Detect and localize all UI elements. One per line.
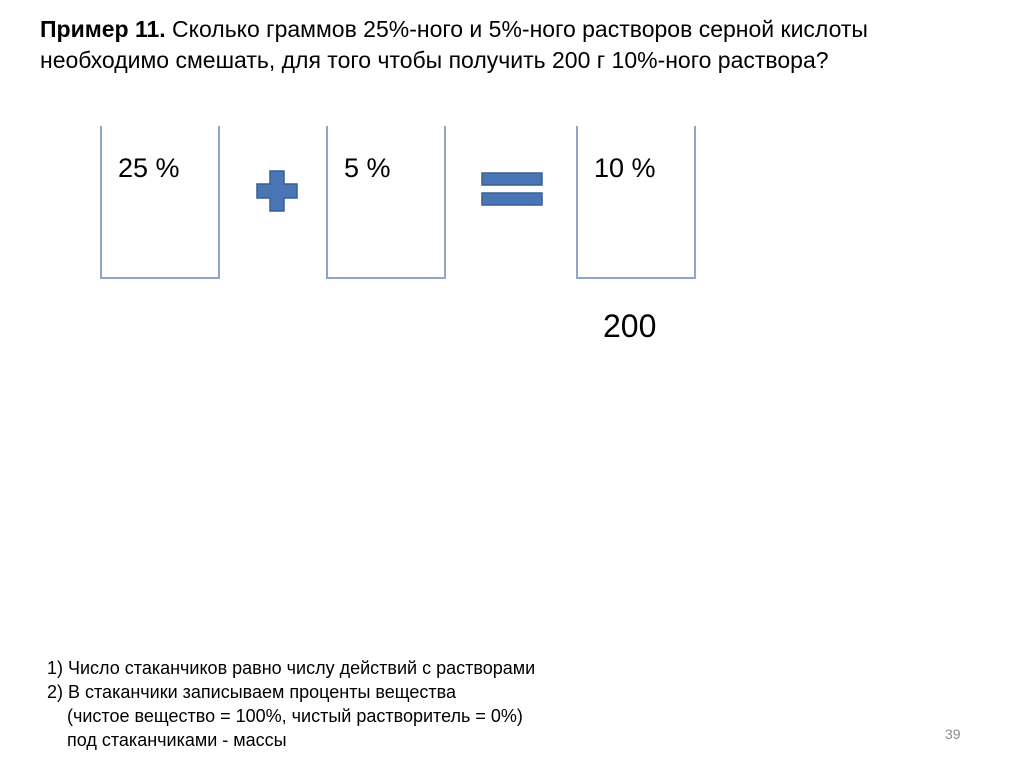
cup-10-percent: 10 %	[576, 126, 696, 279]
cup-label: 10 %	[594, 153, 656, 183]
result-mass: 200	[603, 308, 657, 344]
note-line: 1) Число стаканчиков равно числу действи…	[47, 658, 536, 678]
note-line: (чистое вещество = 100%, чистый раствори…	[67, 706, 523, 726]
cup-25-percent: 25 %	[100, 126, 220, 279]
cup-5-percent: 5 %	[326, 126, 446, 279]
page-number: 39	[945, 726, 961, 742]
cup-label: 25 %	[118, 153, 180, 183]
example-number: Пример 11.	[40, 16, 166, 42]
plus-icon	[256, 170, 298, 212]
problem-statement: Пример 11. Сколько граммов 25%-ного и 5%…	[40, 14, 1000, 76]
cup-label: 5 %	[344, 153, 391, 183]
problem-text: Сколько граммов 25%-ного и 5%-ного раств…	[40, 16, 868, 73]
note-line: под стаканчиками - массы	[67, 730, 287, 750]
note-line: 2) В стаканчики записываем проценты веще…	[47, 682, 457, 702]
notes: 1) Число стаканчиков равно числу действи…	[47, 656, 535, 752]
equals-icon	[481, 172, 543, 206]
